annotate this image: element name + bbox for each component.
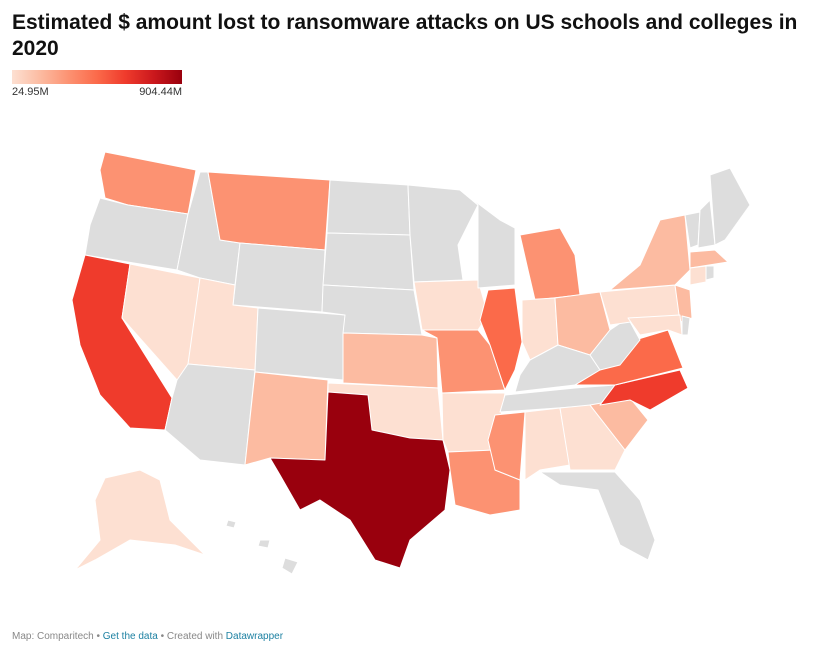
state-massachusetts[interactable]	[689, 249, 729, 269]
state-new-york[interactable]	[609, 214, 691, 291]
state-south-dakota[interactable]	[322, 232, 415, 291]
state-iowa[interactable]	[413, 279, 489, 331]
get-data-link[interactable]: Get the data	[102, 631, 158, 642]
state-alabama[interactable]	[524, 407, 571, 481]
state-minnesota[interactable]	[407, 184, 479, 283]
legend-labels: 24.95M 904.44M	[12, 86, 182, 98]
state-rhode-island[interactable]	[705, 265, 715, 281]
color-legend: 24.95M 904.44M	[12, 70, 182, 98]
state-new-mexico[interactable]	[244, 371, 329, 466]
state-north-dakota[interactable]	[326, 179, 411, 236]
legend-gradient-bar	[12, 70, 182, 84]
footer-separator: •	[93, 631, 103, 642]
state-montana[interactable]	[207, 171, 331, 251]
datawrapper-link[interactable]: Datawrapper	[225, 631, 284, 642]
state-colorado[interactable]	[254, 307, 346, 381]
state-alaska[interactable]	[74, 469, 206, 571]
footer-source: Map: Comparitech	[12, 631, 94, 642]
legend-min-label: 24.95M	[12, 86, 49, 98]
state-georgia[interactable]	[559, 404, 626, 471]
state-hawaii[interactable]	[225, 519, 299, 575]
legend-max-label: 904.44M	[139, 86, 182, 98]
state-delaware[interactable]	[681, 315, 691, 336]
chart-title: Estimated $ amount lost to ransomware at…	[12, 11, 798, 60]
state-wyoming[interactable]	[232, 242, 326, 313]
state-wisconsin[interactable]	[459, 189, 516, 289]
state-kansas[interactable]	[342, 332, 439, 389]
state-new-jersey[interactable]	[674, 284, 693, 323]
state-maryland[interactable]	[627, 314, 683, 336]
state-texas[interactable]	[269, 391, 451, 569]
state-michigan[interactable]	[519, 227, 581, 301]
footer-separator: • Created with	[157, 631, 226, 642]
state-illinois[interactable]	[479, 287, 523, 391]
state-maine[interactable]	[709, 167, 751, 246]
state-connecticut[interactable]	[689, 265, 707, 286]
state-west-virginia[interactable]	[589, 317, 641, 371]
state-florida[interactable]	[539, 471, 656, 561]
footer: Map: Comparitech • Get the data • Create…	[12, 631, 283, 642]
state-mississippi[interactable]	[487, 411, 526, 481]
state-arizona[interactable]	[164, 363, 256, 466]
